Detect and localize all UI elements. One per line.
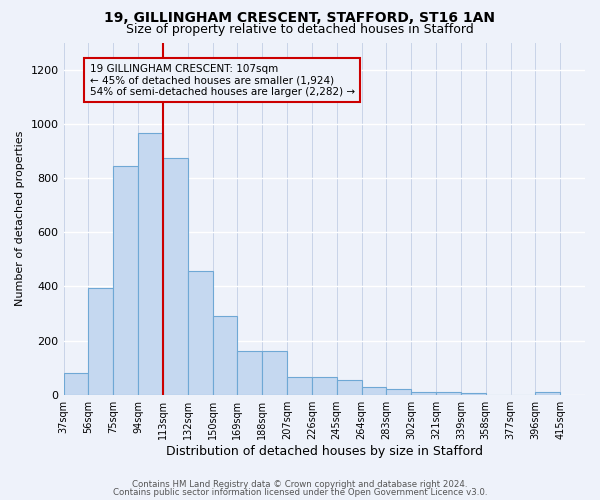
Bar	[411, 392, 436, 394]
Bar	[312, 377, 337, 394]
Bar	[88, 288, 113, 395]
Text: 19 GILLINGHAM CRESCENT: 107sqm
← 45% of detached houses are smaller (1,924)
54% : 19 GILLINGHAM CRESCENT: 107sqm ← 45% of …	[89, 64, 355, 97]
Bar	[337, 380, 362, 394]
Bar	[238, 352, 262, 395]
Bar	[163, 158, 188, 394]
Text: Size of property relative to detached houses in Stafford: Size of property relative to detached ho…	[126, 22, 474, 36]
Bar	[386, 390, 411, 394]
Bar	[436, 392, 461, 394]
Bar	[212, 316, 238, 394]
Bar	[287, 377, 312, 394]
Bar	[362, 386, 386, 394]
Y-axis label: Number of detached properties: Number of detached properties	[15, 131, 25, 306]
Text: 19, GILLINGHAM CRESCENT, STAFFORD, ST16 1AN: 19, GILLINGHAM CRESCENT, STAFFORD, ST16 …	[104, 11, 496, 25]
Bar	[64, 373, 88, 394]
Bar	[188, 272, 212, 394]
Bar	[138, 134, 163, 394]
X-axis label: Distribution of detached houses by size in Stafford: Distribution of detached houses by size …	[166, 444, 483, 458]
Bar	[262, 352, 287, 395]
Bar	[113, 166, 138, 394]
Text: Contains HM Land Registry data © Crown copyright and database right 2024.: Contains HM Land Registry data © Crown c…	[132, 480, 468, 489]
Text: Contains public sector information licensed under the Open Government Licence v3: Contains public sector information licen…	[113, 488, 487, 497]
Bar	[535, 392, 560, 394]
